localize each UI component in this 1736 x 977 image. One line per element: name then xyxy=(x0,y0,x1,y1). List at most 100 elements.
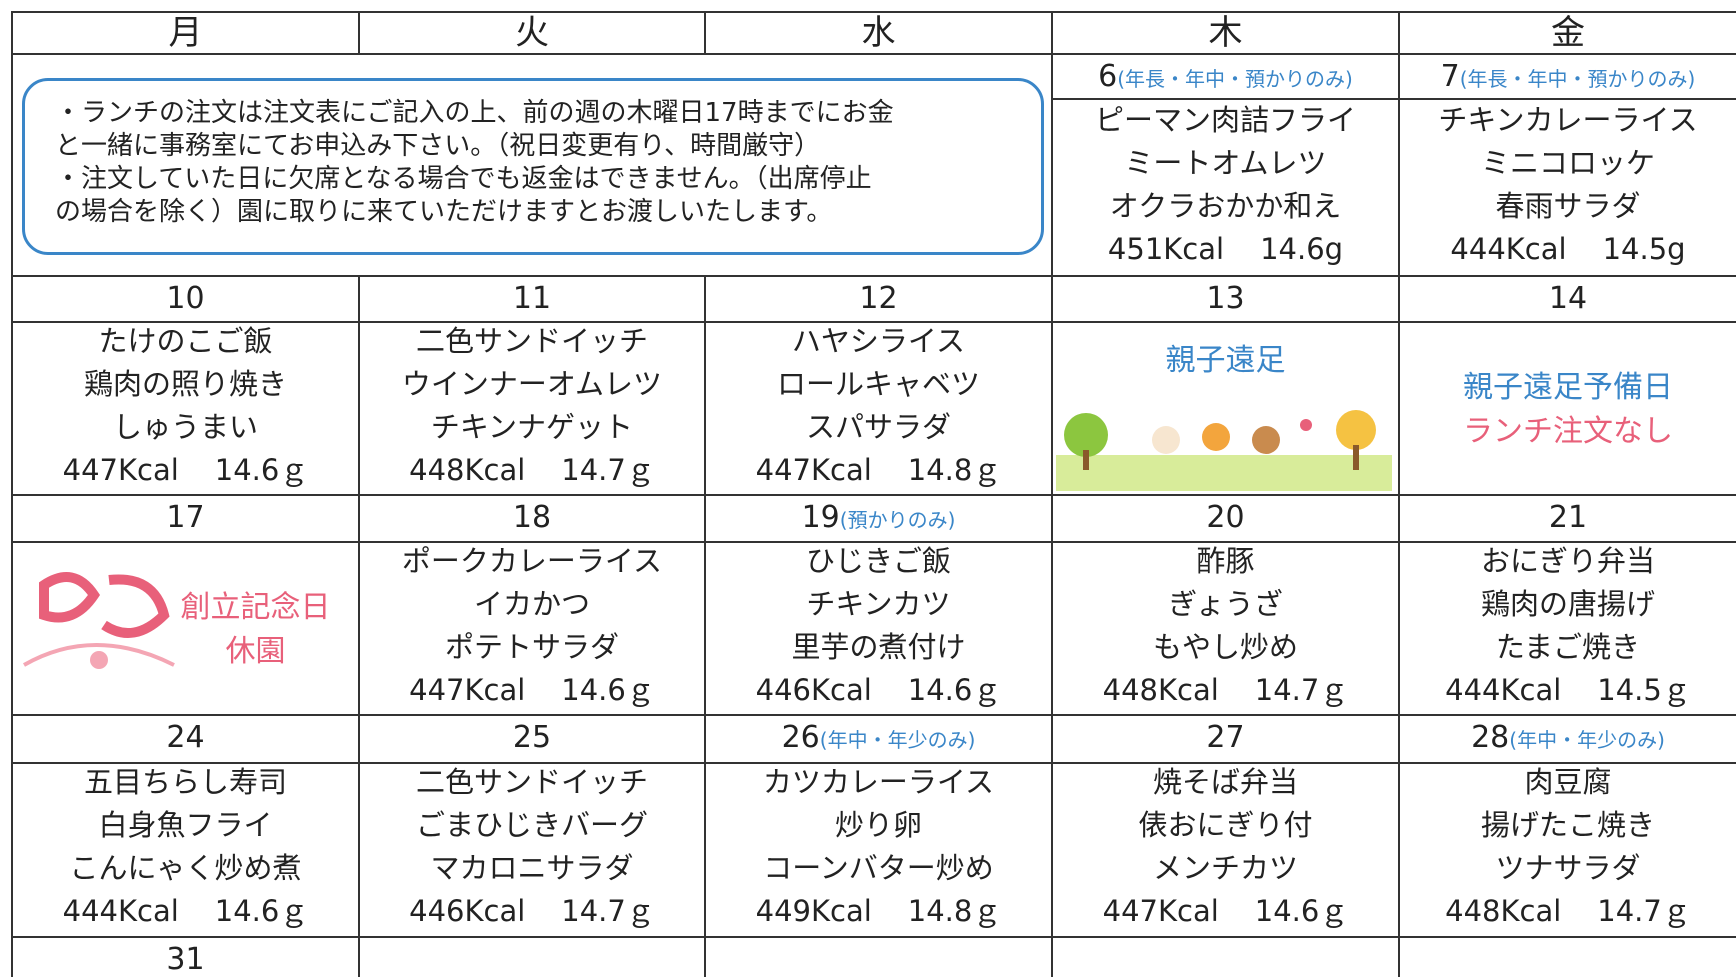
menu-item: 俵おにぎり付 xyxy=(1138,808,1313,842)
event-line: ランチ注文なし xyxy=(1400,410,1736,454)
protein: 14.5ｇ xyxy=(1597,672,1691,707)
menu-item: オクラおかか和え xyxy=(1109,188,1342,223)
event-text: 休園 xyxy=(225,633,286,669)
menu-cell: 五目ちらし寿司 白身魚フライ こんにゃく炒め煮 444Kcal 14.6ｇ xyxy=(11,762,360,938)
menu-cell: 二色サンドイッチ ウインナーオムレツ チキンナゲット 448Kcal 14.7ｇ xyxy=(358,321,706,496)
menu-line: チキンカツ xyxy=(706,583,1051,626)
date-cell: 28(年中・年少のみ) xyxy=(1398,714,1736,764)
day-label: 水 xyxy=(706,13,1051,53)
menu: ハヤシライス ロールキャベツ スパサラダ 447Kcal 14.8ｇ xyxy=(706,320,1051,492)
notice-line: ・ランチの注文は注文表にご記入の上、前の週の木曜日17時までにお金 xyxy=(55,97,1041,130)
notice-text: ・ランチの注文は注文表にご記入の上、前の週の木曜日17時までにお金 xyxy=(55,98,894,128)
date-number: 26 xyxy=(781,720,820,755)
celebration-illustration xyxy=(23,572,175,669)
menu-cell: 酢豚 ぎょうざ もやし炒め 448Kcal 14.7ｇ xyxy=(1051,541,1400,716)
date-number: 20 xyxy=(1206,500,1245,535)
menu-cell: 肉豆腐 揚げたこ焼き ツナサラダ 448Kcal 14.7ｇ xyxy=(1398,762,1736,938)
menu-line: 春雨サラダ xyxy=(1400,185,1736,228)
menu-line: たまご焼き xyxy=(1400,626,1736,669)
date-number: 31 xyxy=(166,942,205,977)
date-number: 12 xyxy=(859,281,898,316)
menu-cell: ハヤシライス ロールキャベツ スパサラダ 447Kcal 14.8ｇ xyxy=(704,321,1053,496)
day-label: 金 xyxy=(1400,13,1736,53)
event-line: 休園 xyxy=(153,630,358,674)
menu-line: マカロニサラダ xyxy=(360,847,704,890)
menu-line: ポークカレーライス xyxy=(360,540,704,583)
menu-item: コーンバター炒め xyxy=(763,851,994,885)
date-label: 31 xyxy=(13,938,358,977)
menu-item: ひじきご飯 xyxy=(805,543,951,578)
menu-item: 焼そば弁当 xyxy=(1152,765,1298,799)
menu-line: ピーマン肉詰フライ xyxy=(1053,99,1398,142)
date-note: (預かりのみ) xyxy=(839,508,956,532)
date-number: 14 xyxy=(1548,281,1588,316)
notice-box: ・ランチの注文は注文表にご記入の上、前の週の木曜日17時までにお金 と一緒に事務室… xyxy=(22,78,1044,255)
date-cell: 31 xyxy=(11,936,360,977)
menu-cell: 親子遠足予備日 ランチ注文なし xyxy=(1398,321,1736,496)
date-note: (年長・年中・預かりのみ) xyxy=(1459,67,1696,91)
menu-item: イカかつ xyxy=(473,586,590,621)
day-text: 金 xyxy=(1551,13,1585,53)
nutrition: 447Kcal 14.6ｇ xyxy=(1053,890,1398,933)
nutrition: 446Kcal 14.6ｇ xyxy=(706,669,1051,712)
notice-text: ・注文していた日に欠席となる場合でも返金はできません。（出席停止 xyxy=(55,164,872,194)
energy: 451Kcal xyxy=(1107,231,1225,266)
menu-line: ハヤシライス xyxy=(706,320,1051,363)
date-label: 25 xyxy=(360,716,704,760)
event-line: 創立記念日 xyxy=(153,586,358,630)
menu-item: ポークカレーライス xyxy=(401,543,663,578)
event-text: 親子遠足 xyxy=(1165,343,1286,378)
nutrition: 447Kcal 14.6ｇ xyxy=(13,449,358,492)
date-cell: 25 xyxy=(358,714,706,764)
energy: 449Kcal xyxy=(755,894,872,928)
menu-cell: ひじきご飯 チキンカツ 里芋の煮付け 446Kcal 14.6ｇ xyxy=(704,541,1053,716)
menu-line: イカかつ xyxy=(360,583,704,626)
nutrition: 447Kcal 14.6ｇ xyxy=(360,669,704,712)
menu-line: 炒り卵 xyxy=(706,804,1051,847)
menu-line: 鶏肉の照り焼き xyxy=(13,363,358,406)
menu-cell: おにぎり弁当 鶏肉の唐揚げ たまご焼き 444Kcal 14.5ｇ xyxy=(1398,541,1736,716)
menu: 酢豚 ぎょうざ もやし炒め 448Kcal 14.7ｇ xyxy=(1053,540,1398,712)
date-cell: 24 xyxy=(11,714,360,764)
date-note: (年中・年少のみ) xyxy=(1509,728,1665,752)
menu-line: ひじきご飯 xyxy=(706,540,1051,583)
event: 親子遠足 xyxy=(1053,339,1398,383)
menu-item: 鶏肉の照り焼き xyxy=(83,366,287,401)
date-label: 28(年中・年少のみ) xyxy=(1400,716,1736,762)
date-cell: 12 xyxy=(704,275,1053,323)
date-label: 27 xyxy=(1053,716,1398,760)
menu-line: チキンカレーライス xyxy=(1400,99,1736,142)
date-cell: 19(預かりのみ) xyxy=(704,494,1053,543)
menu-item: チキンカレーライス xyxy=(1438,102,1698,137)
notice-cell xyxy=(11,53,1053,277)
date-number: 28 xyxy=(1471,720,1510,755)
menu-line: スパサラダ xyxy=(706,406,1051,449)
menu-line: コーンバター炒め xyxy=(706,847,1051,890)
notice-line: と一緒に事務室にてお申込み下さい。（祝日変更有り、時間厳守） xyxy=(55,130,1041,163)
menu-item: 炒り卵 xyxy=(834,808,922,842)
date-cell xyxy=(1398,936,1736,977)
protein: 14.7ｇ xyxy=(1254,672,1349,707)
protein: 14.7ｇ xyxy=(561,452,655,487)
protein: 14.6g xyxy=(1260,231,1344,266)
date-number: 21 xyxy=(1548,500,1588,535)
date-cell xyxy=(1051,936,1400,977)
energy: 448Kcal xyxy=(1445,894,1562,928)
day-label: 月 xyxy=(13,13,358,53)
menu-item: こんにゃく炒め煮 xyxy=(69,851,302,885)
notice-line: の場合を除く）園に取りに来ていただけますとお渡しいたします。 xyxy=(55,196,1041,229)
date-number: 25 xyxy=(512,720,552,755)
menu-item: ツナサラダ xyxy=(1495,851,1641,885)
day-label: 木 xyxy=(1053,13,1398,53)
menu-item: ウインナーオムレツ xyxy=(401,366,663,401)
menu-line: チキンナゲット xyxy=(360,406,704,449)
protein: 14.6ｇ xyxy=(561,672,655,707)
menu-cell: 創立記念日 休園 xyxy=(11,541,360,716)
protein: 14.5g xyxy=(1602,231,1686,266)
menu: おにぎり弁当 鶏肉の唐揚げ たまご焼き 444Kcal 14.5ｇ xyxy=(1400,540,1736,712)
notice-text: と一緒に事務室にてお申込み下さい。（祝日変更有り、時間厳守） xyxy=(55,131,821,161)
menu-item: もやし炒め xyxy=(1152,629,1298,664)
event-line: 親子遠足 xyxy=(1053,339,1398,383)
nutrition: 446Kcal 14.7ｇ xyxy=(360,890,704,933)
date-cell: 21 xyxy=(1398,494,1736,543)
